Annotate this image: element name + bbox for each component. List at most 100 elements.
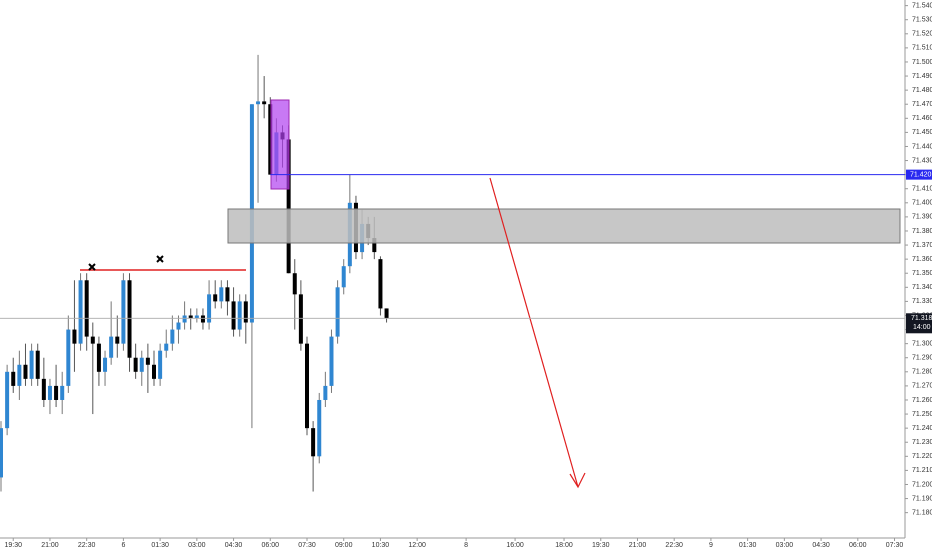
y-tick-label: 71.400 [912, 200, 932, 207]
y-tick-label: 71.510 [912, 45, 932, 52]
box [270, 99, 290, 190]
y-tick-label: 71.450 [912, 129, 932, 136]
y-tick-label: 71.330 [912, 298, 932, 305]
last-price-bg [906, 313, 932, 334]
x-tick-label: 19:30 [592, 542, 610, 549]
candle-body [60, 385, 65, 400]
cross-markers [88, 255, 164, 271]
candle-body [133, 357, 138, 372]
candle-body [158, 350, 163, 379]
plot [0, 54, 389, 492]
y-tick-label: 71.280 [912, 369, 932, 376]
level-label: 71.420 [910, 171, 932, 178]
y-tick-label: 71.480 [912, 87, 932, 94]
y-tick-label: 71.490 [912, 73, 932, 80]
x-tick-label: 07:30 [298, 542, 316, 549]
candle-body [335, 287, 340, 337]
candle-body [145, 357, 150, 365]
x-tick-label: 16:00 [506, 542, 524, 549]
x-tick-label: 07:30 [886, 542, 904, 549]
candle-body [329, 336, 334, 386]
candle-body [90, 336, 95, 344]
candle-body [152, 364, 156, 379]
candle-body [47, 385, 52, 400]
x-tick-label: 03:00 [776, 542, 794, 549]
candle-body [176, 322, 181, 330]
y-tick-label: 71.340 [912, 284, 932, 291]
candle-body [11, 371, 16, 386]
candle-body [323, 385, 328, 400]
candle-body [298, 294, 303, 344]
candle-body [103, 357, 108, 372]
x-tick-label: 01:30 [739, 542, 757, 549]
candle-body [23, 364, 28, 379]
candle-body [268, 104, 273, 175]
y-tick-label: 71.360 [912, 256, 932, 263]
y-tick-label: 71.500 [912, 59, 932, 66]
candle-body [170, 329, 175, 344]
y-tick-label: 71.460 [912, 115, 932, 122]
candle-body [378, 259, 383, 309]
candle-body [164, 343, 169, 351]
candle-body [311, 428, 316, 457]
candle-body [54, 385, 59, 400]
y-tick-label: 71.520 [912, 31, 932, 38]
y-tick-label: 71.230 [912, 439, 932, 446]
x-tick-label: 01:30 [151, 542, 169, 549]
x-tick-label: 22:30 [78, 542, 96, 549]
x-tick-label: 03:00 [188, 542, 206, 549]
candle-body [78, 280, 83, 344]
candle-body [182, 315, 187, 323]
candle-body [17, 364, 22, 386]
y-tick-label: 71.410 [912, 186, 932, 193]
candle-body [5, 371, 10, 429]
candle-body [35, 350, 40, 379]
zone [227, 208, 901, 244]
x-tick-label: 12:00 [408, 542, 426, 549]
candle-body [317, 399, 322, 457]
x-tick-label: 21:00 [41, 542, 59, 549]
x-tick-label: 10:30 [372, 542, 390, 549]
candle-body [243, 301, 248, 323]
candle-body [213, 294, 218, 302]
x-tick-label: 19:30 [4, 542, 22, 549]
y-tick-label: 71.260 [912, 397, 932, 404]
candle-body [41, 378, 46, 400]
candle-body [127, 280, 132, 358]
candle-body [262, 101, 267, 105]
y-tick-label: 71.530 [912, 17, 932, 24]
level-label-bg [906, 169, 932, 180]
candle-body [66, 329, 71, 386]
y-tick-label: 71.350 [912, 270, 932, 277]
y-tick-label: 71.390 [912, 214, 932, 221]
y-tick-label: 71.240 [912, 425, 932, 432]
candle-body [96, 343, 101, 372]
x-tick-label: 04:30 [812, 542, 830, 549]
x-tick-label: 09:00 [335, 542, 353, 549]
candle-body [384, 308, 389, 319]
y-tick-label: 71.430 [912, 157, 932, 164]
candle-body [286, 139, 291, 274]
candle-body [109, 336, 114, 358]
candle-body [372, 238, 377, 253]
last-time-label: 14:00 [913, 324, 931, 331]
candle-body [194, 315, 199, 319]
x-tick-label: 21:00 [629, 542, 647, 549]
y-tick-label: 71.370 [912, 242, 932, 249]
candle-body [72, 329, 77, 344]
candle-body [225, 287, 230, 302]
candle-body [115, 336, 120, 344]
last-price-label: 71.318 [911, 315, 932, 322]
y-tick-label: 71.270 [912, 383, 932, 390]
candle-body [200, 315, 205, 323]
x-tick-label: 22:30 [665, 542, 683, 549]
y-tick-label: 71.200 [912, 481, 932, 488]
y-tick-label: 71.250 [912, 411, 932, 418]
y-tick-label: 71.470 [912, 101, 932, 108]
x-tick-label: 9 [709, 542, 713, 549]
candle-body [0, 428, 3, 478]
candle-body [121, 280, 126, 344]
y-tick-label: 71.540 [912, 2, 932, 9]
y-tick-label: 71.380 [912, 228, 932, 235]
y-tick-label: 71.220 [912, 453, 932, 460]
